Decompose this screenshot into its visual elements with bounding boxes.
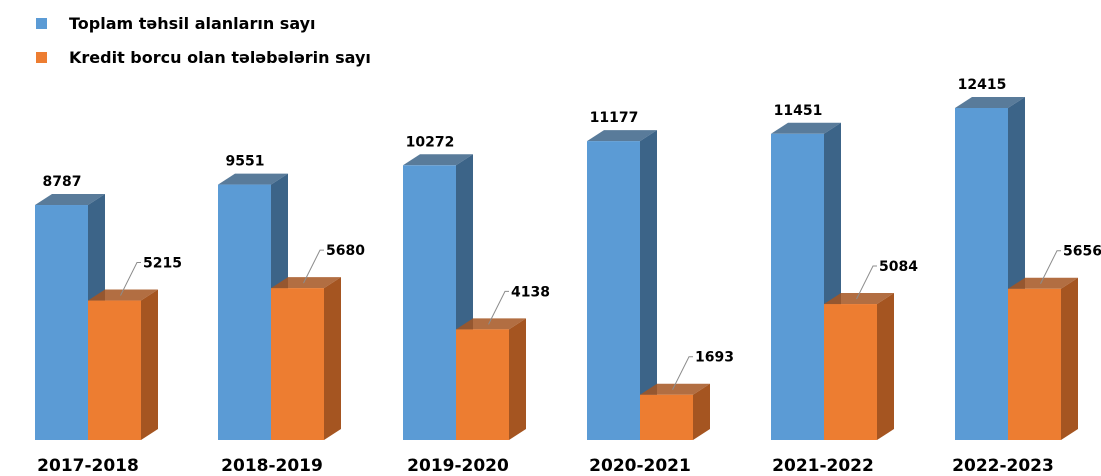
bar-top-face [35,194,105,206]
bar-front-face [587,141,640,441]
bar-credit-2017-2018 [88,289,158,440]
bar-credit-2020-2021 [640,383,710,440]
legend-item-series-1: Toplam təhsil alanların sayı [36,6,371,40]
bar-front-face [955,108,1008,440]
bar-top-face [88,289,158,301]
x-tick-label-2022-2023: 2022-2023 [952,456,1054,476]
bar-credit-2019-2020 [456,318,526,440]
data-label-total-2018-2019: 9551 [226,154,265,170]
data-label-total-2021-2022: 11451 [774,103,823,119]
legend-label-series-2: Kredit borcu olan tələbələrin sayı [69,47,371,67]
data-label-credit-2018-2019: 5680 [326,243,365,259]
bar-front-face [456,329,509,440]
x-tick-label-2020-2021: 2020-2021 [589,456,691,476]
legend: Toplam təhsil alanların sayı Kredit borc… [36,6,371,74]
bar-front-face [640,394,693,440]
x-tick-label-2017-2018: 2017-2018 [37,456,139,476]
bar-side-face [1061,277,1078,440]
bar-side-face [877,293,894,440]
legend-swatch-series-1 [36,17,47,29]
leader-line-credit-2018-2019 [303,249,324,284]
data-label-total-2020-2021: 11177 [590,110,639,126]
bar-top-face [955,97,1025,108]
legend-swatch-series-2 [36,51,47,63]
legend-item-series-2: Kredit borcu olan tələbələrin sayı [36,40,371,74]
leader-lines-layer [120,249,1061,390]
bar-top-face [640,383,710,395]
bar-credit-2022-2023 [1008,277,1078,440]
x-axis-tick-labels: 2017-2018 2018-2019 2019-2020 2020-2021 2021… [37,456,1054,476]
bar-top-face [218,173,288,185]
bar-top-face [771,122,841,134]
bar-credit-2021-2022 [824,293,894,440]
bar-side-face [640,130,657,441]
bar-front-face [771,133,824,440]
leader-line-credit-2022-2023 [1040,250,1061,284]
bar-top-face [824,293,894,305]
leader-line-credit-2020-2021 [672,356,693,390]
data-label-total-2017-2018: 8787 [43,174,82,190]
bar-top-face [403,154,473,166]
bar-front-face [824,304,877,440]
bar-side-face [693,383,710,440]
bar-front-face [35,205,88,440]
data-label-total-2019-2020: 10272 [406,134,455,150]
legend-label-series-1: Toplam təhsil alanların sayı [69,13,316,33]
bars-layer [35,97,1078,441]
bar-side-face [324,277,341,440]
bar-top-face [587,130,657,142]
bar-front-face [88,300,141,440]
bar-top-face [1008,277,1078,289]
bar-top-face [271,277,341,289]
bar-front-face [403,165,456,440]
bar-total-2020-2021 [587,130,657,441]
data-label-credit-2017-2018: 5215 [143,256,182,272]
data-label-credit-2021-2022: 5084 [879,259,918,275]
data-label-credit-2019-2020: 4138 [511,284,550,300]
bar-credit-2018-2019 [271,277,341,440]
data-label-credit-2022-2023: 5656 [1063,244,1101,260]
bar-front-face [271,288,324,440]
bar-front-face [218,184,271,440]
leader-line-credit-2017-2018 [120,262,141,296]
bar-side-face [509,318,526,440]
data-label-total-2022-2023: 12415 [958,77,1007,93]
x-tick-label-2019-2020: 2019-2020 [407,456,509,476]
data-labels-layer: 8787 5215 9551 5680 10272 4138 11177 1693 11451 5… [43,77,1101,366]
x-tick-label-2018-2019: 2018-2019 [221,456,323,476]
bar-side-face [141,289,158,440]
leader-line-credit-2019-2020 [488,290,509,325]
leader-line-credit-2021-2022 [856,265,877,300]
x-tick-label-2021-2022: 2021-2022 [772,456,874,476]
bar-front-face [1008,288,1061,440]
bar-top-face [456,318,526,330]
data-label-credit-2020-2021: 1693 [695,350,734,366]
